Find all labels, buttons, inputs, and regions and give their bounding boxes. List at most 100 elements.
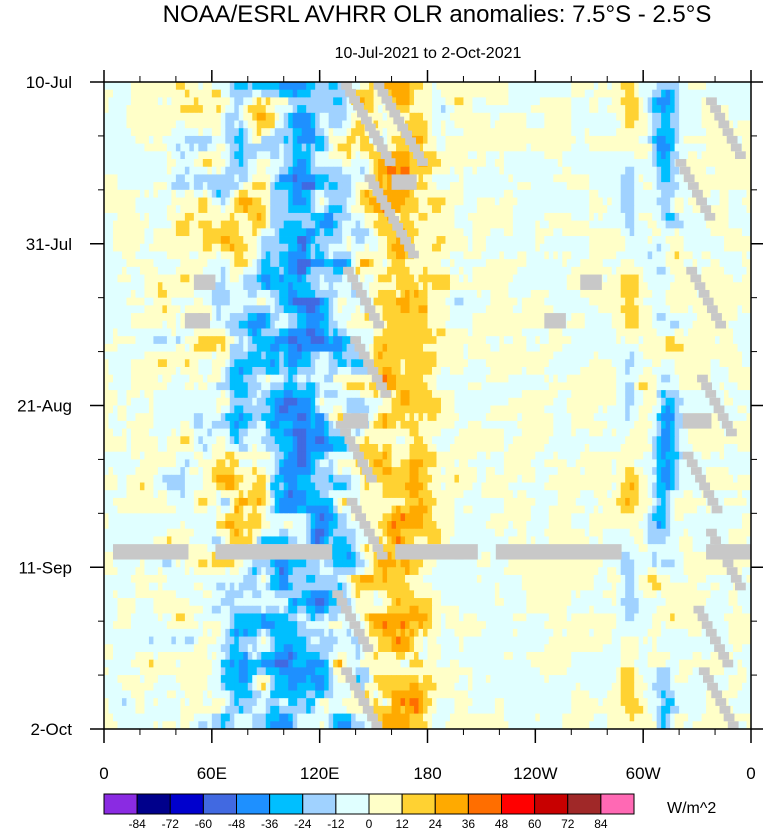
heatmap-cell xyxy=(202,297,208,306)
heatmap-cell xyxy=(414,313,419,322)
heatmap-cell xyxy=(265,112,271,121)
heatmap-cell xyxy=(521,251,527,260)
heatmap-cell xyxy=(449,205,455,214)
heatmap-cell xyxy=(616,128,622,137)
heatmap-cell xyxy=(593,174,599,183)
heatmap-cell xyxy=(458,166,464,175)
heatmap-cell xyxy=(135,328,141,337)
heatmap-cell xyxy=(638,336,644,345)
heatmap-cell xyxy=(611,320,617,329)
heatmap-cell xyxy=(405,166,410,175)
heatmap-cell xyxy=(423,151,428,160)
heatmap-cell xyxy=(333,182,339,191)
heatmap-cell xyxy=(328,166,334,175)
heatmap-cell xyxy=(566,135,572,145)
heatmap-cell xyxy=(440,251,446,260)
heatmap-cell xyxy=(589,97,595,106)
heatmap-cell xyxy=(715,212,720,222)
heatmap-cell xyxy=(225,205,231,214)
heatmap-cell xyxy=(472,135,478,145)
heatmap-cell xyxy=(490,259,496,268)
heatmap-cell xyxy=(337,128,343,137)
heatmap-cell xyxy=(207,89,213,98)
heatmap-cell xyxy=(337,182,343,191)
heatmap-cell xyxy=(584,105,590,114)
heatmap-cell xyxy=(306,236,312,245)
heatmap-cell xyxy=(117,328,123,337)
heatmap-cell xyxy=(157,336,163,345)
heatmap-cell xyxy=(324,189,330,198)
heatmap-cell xyxy=(171,336,177,345)
heatmap-cell xyxy=(166,135,172,145)
heatmap-cell xyxy=(683,305,689,314)
heatmap-cell xyxy=(683,97,689,106)
heatmap-cell xyxy=(270,143,276,152)
heatmap-cell xyxy=(396,89,401,98)
heatmap-cell xyxy=(661,197,667,206)
heatmap-cell xyxy=(153,343,159,352)
heatmap-cell xyxy=(472,182,478,191)
heatmap-cell xyxy=(148,313,154,322)
heatmap-cell xyxy=(328,228,334,237)
heatmap-cell xyxy=(724,174,729,183)
heatmap-cell xyxy=(418,297,424,306)
heatmap-cell xyxy=(674,243,680,252)
heatmap-cell xyxy=(674,205,680,214)
heatmap-cell xyxy=(175,297,181,306)
heatmap-cell xyxy=(476,282,482,291)
heatmap-cell xyxy=(193,243,199,252)
heatmap-cell xyxy=(126,212,132,222)
heatmap-cell xyxy=(544,205,550,214)
heatmap-cell xyxy=(674,266,680,275)
heatmap-cell xyxy=(485,174,491,183)
heatmap-cell xyxy=(454,297,460,306)
heatmap-cell xyxy=(324,89,330,98)
heatmap-cell xyxy=(252,182,258,191)
heatmap-cell xyxy=(449,112,455,121)
heatmap-cell xyxy=(256,112,262,121)
heatmap-cell xyxy=(104,220,109,229)
heatmap-cell xyxy=(737,97,743,106)
heatmap-cell xyxy=(153,313,159,322)
heatmap-cell xyxy=(431,151,437,160)
heatmap-cell xyxy=(157,305,163,314)
heatmap-cell xyxy=(454,220,460,229)
heatmap-cell xyxy=(261,197,267,206)
heatmap-cell xyxy=(418,189,424,198)
heatmap-cell xyxy=(472,336,478,345)
heatmap-cell xyxy=(427,220,433,229)
heatmap-cell xyxy=(310,97,316,106)
heatmap-cell xyxy=(458,328,464,337)
heatmap-cell xyxy=(530,251,536,260)
heatmap-cell xyxy=(710,336,716,345)
heatmap-cell xyxy=(211,236,217,245)
heatmap-cell xyxy=(148,105,154,114)
heatmap-cell xyxy=(180,205,186,214)
heatmap-cell xyxy=(436,82,442,91)
heatmap-cell xyxy=(508,82,514,91)
heatmap-cell xyxy=(571,151,577,160)
heatmap-cell xyxy=(503,82,509,91)
heatmap-cell xyxy=(378,120,383,129)
heatmap-cell xyxy=(202,166,208,175)
heatmap-cell xyxy=(400,305,406,314)
heatmap-cell xyxy=(710,228,716,237)
heatmap-cell xyxy=(697,259,702,268)
heatmap-cell xyxy=(297,166,303,175)
heatmap-cell xyxy=(598,266,604,275)
heatmap-cell xyxy=(378,243,383,252)
heatmap-cell xyxy=(481,320,487,329)
heatmap-cell xyxy=(512,305,518,314)
heatmap-cell xyxy=(746,166,751,175)
heatmap-cell xyxy=(175,259,181,268)
heatmap-cell xyxy=(126,82,132,91)
heatmap-cell xyxy=(310,266,316,275)
heatmap-cell xyxy=(544,159,550,168)
heatmap-cell xyxy=(414,228,419,237)
heatmap-cell xyxy=(634,320,640,329)
heatmap-cell xyxy=(108,259,114,268)
heatmap-cell xyxy=(679,128,684,137)
heatmap-cell xyxy=(301,343,307,352)
heatmap-cell xyxy=(112,143,118,152)
heatmap-cell xyxy=(724,189,729,198)
